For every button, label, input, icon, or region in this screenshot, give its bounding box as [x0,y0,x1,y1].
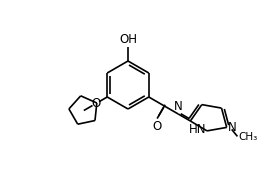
Text: HN: HN [188,123,206,136]
Text: N: N [228,121,236,134]
Text: N: N [174,100,183,113]
Text: O: O [152,120,162,133]
Text: OH: OH [119,33,137,46]
Text: O: O [91,97,101,110]
Text: CH₃: CH₃ [239,132,258,142]
